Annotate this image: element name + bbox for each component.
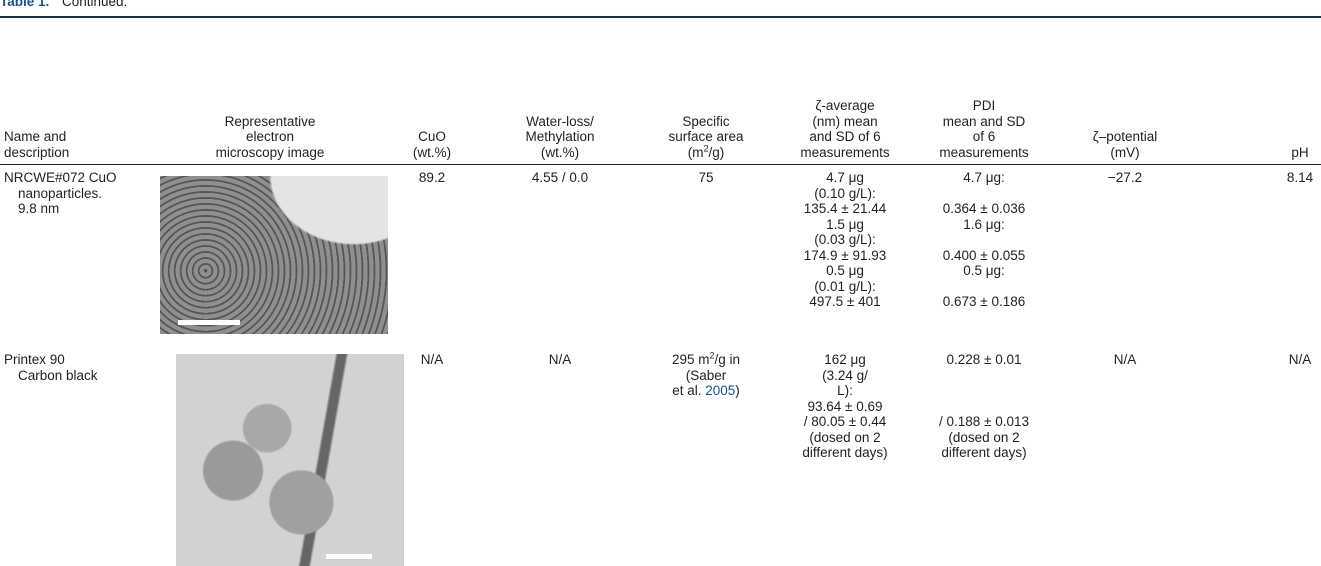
header-rule (0, 164, 1321, 165)
header-cell: ζ-average (815, 98, 874, 114)
table-cell: 135.4 ± 21.44 (804, 201, 886, 217)
text: /g) (709, 145, 725, 160)
table-cell: (3.24 g/ (822, 368, 868, 384)
table-cell: N/A (1114, 352, 1137, 368)
table-cell: 9.8 nm (18, 201, 59, 217)
header-cell: measurements (800, 145, 889, 161)
header-cell: Name and (4, 129, 66, 145)
table-cell: 89.2 (419, 170, 445, 186)
header-cell: CuO (418, 129, 446, 145)
header-cell: (wt.%) (413, 145, 451, 161)
table-cell: (dosed on 2 (809, 430, 880, 446)
table-cell: 8.14 (1287, 170, 1313, 186)
table-cell: 497.5 ± 401 (809, 294, 880, 310)
header-cell: measurements (939, 145, 1028, 161)
caption-text: Continued. (62, 0, 127, 10)
table-cell: (0.10 g/L): (814, 186, 876, 202)
table-cell: nanoparticles. (18, 186, 102, 202)
header-cell: electron (246, 129, 294, 145)
scale-bar (178, 320, 240, 325)
header-cell: (m2/g) (688, 145, 725, 161)
table-cell: Printex 90 (4, 352, 65, 368)
caption-label: Table 1. (0, 0, 49, 10)
table-cell: 4.7 μg (826, 170, 864, 186)
table-cell: different days) (941, 445, 1026, 461)
table-cell: 0.673 ± 0.186 (943, 294, 1025, 310)
table-cell: / 0.188 ± 0.013 (939, 414, 1029, 430)
table-cell: / 80.05 ± 0.44 (804, 414, 886, 430)
table-cell: 93.64 ± 0.69 (808, 399, 883, 415)
table-cell: 75 (698, 170, 713, 186)
header-cell: Specific (682, 114, 729, 130)
table-cell: 0.5 μg: (963, 263, 1005, 279)
header-cell: Methylation (525, 129, 594, 145)
table-cell: L): (837, 383, 853, 399)
table-cell: 0.5 μg (826, 263, 864, 279)
text: /g in (715, 352, 741, 367)
table-cell: NRCWE#072 CuO (4, 170, 117, 186)
table-cell: −27.2 (1108, 170, 1142, 186)
table-cell: Carbon black (18, 368, 98, 384)
table-cell: different days) (802, 445, 887, 461)
header-cell: (nm) mean (812, 114, 877, 130)
header-cell: pH (1291, 145, 1308, 161)
table-cell: 295 m2/g in (672, 352, 740, 368)
table-cell: 1.6 μg: (963, 217, 1005, 233)
text: et al. (672, 383, 705, 398)
table-cell: (Saber (686, 368, 727, 384)
table-cell: 162 μg (824, 352, 866, 368)
table-cell: (dosed on 2 (948, 430, 1019, 446)
table-cell: N/A (1289, 352, 1312, 368)
scale-bar (326, 554, 372, 559)
table-cell: 0.228 ± 0.01 (947, 352, 1022, 368)
header-cell: Representative (225, 114, 316, 130)
tem-image-carbon-black (176, 354, 404, 566)
table-cell: N/A (549, 352, 572, 368)
header-cell: ζ–potential (1093, 129, 1158, 145)
table-cell: (0.01 g/L): (814, 279, 876, 295)
tem-image-cuo (160, 176, 388, 334)
table-cell: (0.03 g/L): (814, 232, 876, 248)
table-cell: 0.400 ± 0.055 (943, 248, 1025, 264)
table-cell: 174.9 ± 91.93 (804, 248, 886, 264)
header-cell: (wt.%) (541, 145, 579, 161)
table-cell: N/A (421, 352, 444, 368)
text: 295 m (672, 352, 710, 367)
header-cell: mean and SD (943, 114, 1026, 130)
top-rule (0, 16, 1321, 18)
header-cell: PDI (973, 98, 996, 114)
header-cell: (mV) (1110, 145, 1139, 161)
header-cell: description (4, 145, 69, 161)
page: Table 1. Continued. Name anddescription R… (0, 0, 1321, 566)
table-cell: 4.7 μg: (963, 170, 1005, 186)
table-cell: 0.364 ± 0.036 (943, 201, 1025, 217)
text: (m (688, 145, 704, 160)
header-cell: microscopy image (216, 145, 325, 161)
citation-link: 2005 (705, 383, 735, 398)
header-cell: and SD of 6 (809, 129, 880, 145)
table-cell: et al. 2005) (672, 383, 740, 399)
text: ) (735, 383, 740, 398)
table-cell: 4.55 / 0.0 (532, 170, 588, 186)
header-cell: Water-loss/ (526, 114, 594, 130)
header-cell: of 6 (973, 129, 996, 145)
table-cell: 1.5 μg (826, 217, 864, 233)
